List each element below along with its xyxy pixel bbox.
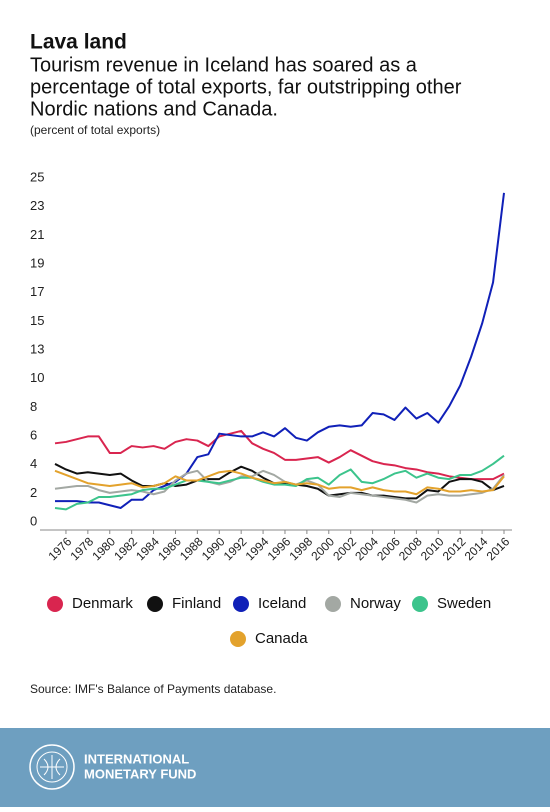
- y-tick-label: 15: [30, 313, 44, 328]
- y-tick-label: 19: [30, 255, 44, 270]
- y-tick-label: 17: [30, 284, 44, 299]
- legend-label: Canada: [255, 630, 308, 647]
- legend-swatch: [233, 596, 249, 612]
- y-tick-label: 13: [30, 341, 44, 356]
- y-axis-label: (percent of total exports): [30, 123, 160, 137]
- legend-swatch: [230, 631, 246, 647]
- series-line: [54, 454, 505, 511]
- legend-label: Norway: [350, 595, 401, 612]
- y-tick-label: 8: [30, 399, 37, 414]
- y-tick-label: 10: [30, 370, 44, 385]
- y-tick-label: 2: [30, 485, 37, 500]
- subtitle: Nordic nations and Canada.: [30, 98, 278, 120]
- legend-label: Sweden: [437, 595, 491, 612]
- legend-label: Finland: [172, 595, 221, 612]
- chart-title: Lava land: [30, 31, 127, 54]
- y-tick-label: 25: [30, 169, 44, 184]
- legend-swatch: [325, 596, 341, 612]
- legend-swatch: [147, 596, 163, 612]
- series-line: [55, 192, 505, 509]
- y-tick-label: 23: [30, 198, 44, 213]
- legend-label: Iceland: [258, 595, 306, 612]
- legend-swatch: [47, 596, 63, 612]
- series-line: [54, 469, 505, 496]
- footer-org: INTERNATIONAL: [84, 751, 189, 766]
- y-tick-label: 4: [30, 456, 37, 471]
- y-tick-label: 6: [30, 427, 37, 442]
- legend-swatch: [412, 596, 428, 612]
- subtitle: percentage of total exports, far outstri…: [30, 76, 462, 98]
- series-line: [54, 429, 505, 481]
- y-tick-label: 0: [30, 513, 37, 528]
- subtitle: Tourism revenue in Iceland has soared as…: [30, 54, 418, 76]
- series-line: [54, 469, 505, 504]
- y-tick-label: 21: [30, 227, 44, 242]
- imf-logo: [29, 744, 75, 790]
- footer-org: MONETARY FUND: [84, 766, 196, 781]
- footer-band: [0, 728, 550, 807]
- legend-label: Denmark: [72, 595, 133, 612]
- source: Source: IMF's Balance of Payments databa…: [30, 682, 276, 696]
